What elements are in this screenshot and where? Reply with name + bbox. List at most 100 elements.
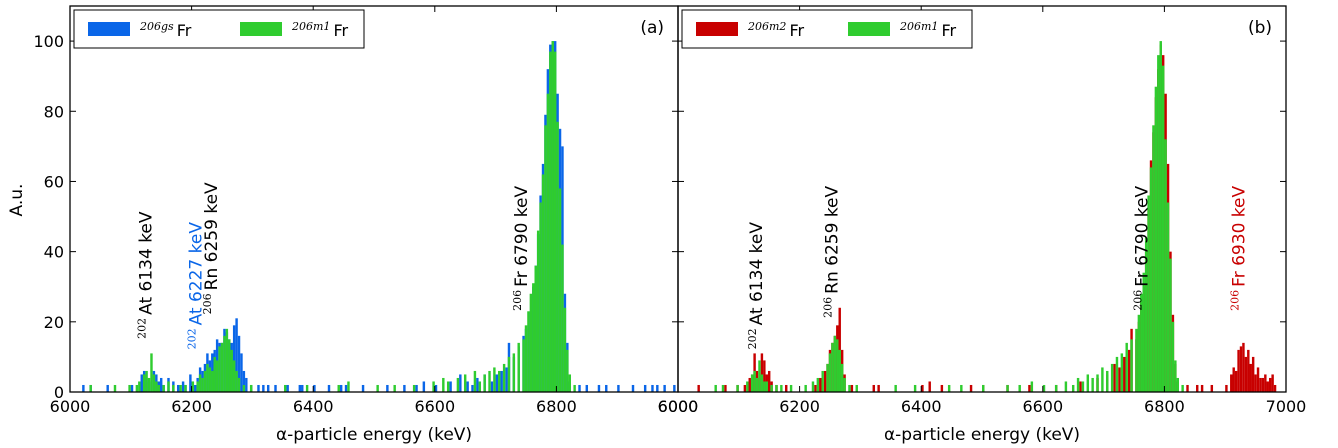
bar-gs-3: [130, 384, 134, 392]
y-tick-label: 40: [44, 243, 64, 262]
bar-m1-53: [488, 370, 491, 392]
annotation-superscript: 206: [821, 297, 834, 318]
bar-gs-41: [245, 377, 248, 392]
bar-gs-43: [257, 384, 260, 392]
bar-m2-17: [819, 377, 822, 392]
bar-m2-69: [1230, 374, 1233, 392]
bar-m1-28: [855, 384, 858, 392]
bar-gs-39: [240, 353, 243, 392]
bar-m1-29: [223, 335, 226, 392]
peak-annotation: 206 Rn 6259 keV: [821, 185, 842, 317]
bar-m2-68: [1225, 384, 1228, 392]
legend-entry-m1: 206m1 Fr: [291, 20, 348, 40]
x-tick-label: 6600: [1022, 397, 1063, 416]
bar-m2-36: [1028, 384, 1031, 392]
bar-m1-6: [145, 370, 148, 392]
annotation-superscript: 206: [1229, 290, 1242, 311]
y-tick-label: 100: [33, 32, 64, 51]
bar-m2-28: [872, 384, 875, 392]
bar-m2-85: [1268, 377, 1272, 392]
bar-gs-52: [339, 384, 343, 392]
bar-m1-14: [172, 384, 175, 392]
bar-m1-39: [1064, 381, 1068, 392]
bar-m2-79: [1254, 374, 1257, 392]
bar-m1-68: [541, 174, 545, 392]
bar-m1-37: [1042, 384, 1046, 392]
bar-gs-102: [663, 384, 666, 392]
bar-m1-59: [517, 342, 520, 392]
x-axis-label: α-particle energy (keV): [884, 425, 1080, 445]
bar-m2-86: [1271, 374, 1274, 392]
legend-entry-m2: 206m2 Fr: [747, 20, 804, 40]
bar-m1-26: [215, 360, 219, 392]
legend-entry-gs: 206gs Fr: [139, 20, 192, 40]
bar-gs-100: [651, 384, 654, 392]
bar-m1-21: [831, 342, 834, 392]
bar-m1-37: [249, 384, 253, 392]
peak-annotation: 206 Fr 6790 keV: [1131, 186, 1152, 311]
bar-m2-71: [1234, 370, 1238, 392]
y-tick-label: 80: [44, 102, 64, 121]
bar-m1-33: [982, 384, 985, 392]
bar-m1-73: [553, 51, 557, 393]
bar-gs-49: [301, 384, 304, 392]
plot-frame: [69, 5, 679, 393]
bar-m1-58: [512, 353, 516, 392]
bar-gs-62: [466, 381, 469, 392]
bar-m1-36: [242, 384, 246, 392]
peak-annotation: 202 At 6134 keV: [746, 222, 767, 350]
legend-entry-m1: 206m1 Fr: [899, 20, 956, 40]
bar-m1-20: [828, 353, 832, 392]
bar-m1-54: [493, 367, 496, 392]
bar-m1-23: [208, 367, 212, 392]
series-gs: [82, 41, 676, 393]
bar-m1-59: [1149, 167, 1153, 392]
bar-m1-74: [556, 121, 559, 393]
bar-m1-5: [753, 370, 756, 392]
bar-m1-53: [1135, 328, 1138, 392]
bar-m2-43: [1123, 356, 1126, 392]
bar-m1-35: [1018, 384, 1021, 392]
bar-m1-50: [473, 370, 477, 392]
bar-m1-25: [840, 363, 844, 392]
bar-m1-17: [191, 381, 195, 392]
bar-m1-41: [347, 381, 350, 392]
bar-m1-77: [563, 307, 567, 392]
bar-gs-0: [82, 384, 85, 392]
bar-m2-18: [823, 370, 827, 392]
bar-m2-87: [1273, 384, 1277, 392]
bar-m1-76: [561, 244, 564, 392]
legend-swatch-m2: [696, 22, 738, 36]
bar-m1-69: [544, 125, 547, 392]
bar-m2-76: [1247, 349, 1250, 392]
annotation-text: Rn 6259 keV: [822, 185, 842, 293]
bar-m1-45: [432, 381, 435, 392]
legend-superscript: 206m2: [747, 20, 786, 33]
bar-m2-66: [1200, 384, 1204, 392]
peak-annotation: 202 At 6134 keV: [135, 211, 156, 339]
x-tick-label: 6000: [50, 397, 91, 416]
bar-m1-42: [376, 384, 379, 392]
bar-m2-42: [1118, 367, 1121, 392]
bar-m1-70: [546, 93, 550, 392]
panel-a: 6000 6200 6400 6600 6800 6000020406080100α-pa…: [33, 5, 698, 445]
bar-m1-10: [765, 381, 768, 392]
bar-m1-5: [142, 374, 146, 392]
bar-m1-7: [758, 360, 761, 392]
panel-label: (a): [640, 18, 664, 38]
legend-superscript: 206m1: [291, 20, 330, 33]
bar-m1-44: [412, 384, 416, 392]
bar-gs-56: [403, 384, 406, 392]
bar-m2-81: [1259, 377, 1262, 392]
bar-m1-80: [573, 384, 576, 392]
bar-m1-14: [789, 384, 793, 392]
bar-m1-24: [838, 349, 841, 392]
bar-m1-9: [763, 381, 766, 392]
bar-m1-15: [804, 384, 807, 392]
bar-m1-18: [821, 370, 824, 392]
bar-m2-27: [850, 384, 854, 392]
bar-gs-53: [344, 384, 348, 392]
bar-gs-38: [237, 335, 241, 392]
bar-m1-20: [201, 377, 204, 392]
bar-m1-27: [848, 384, 851, 392]
